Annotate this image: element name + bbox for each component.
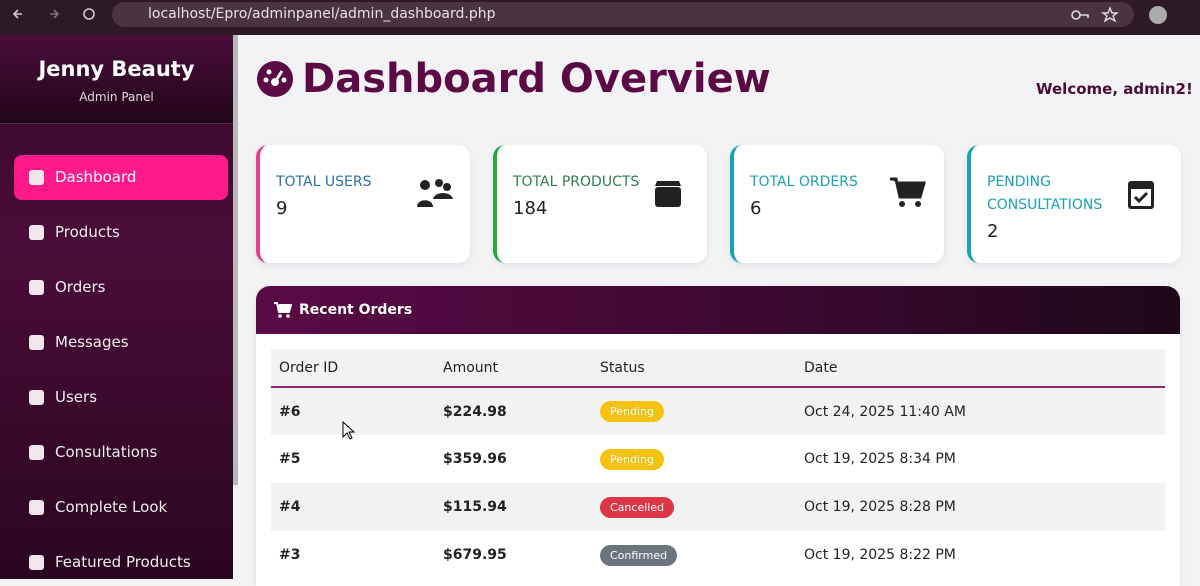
stat-icon [890,177,926,207]
nav-item[interactable]: Products [14,210,228,255]
cell: $679.95 [443,547,507,563]
nav-item[interactable]: Dashboard [14,155,228,200]
page-title: Dashboard Overview [302,56,771,102]
column-header: Amount [435,349,592,388]
url-bar[interactable]: localhost/Epro/adminpanel/admin_dashboar… [112,2,1134,27]
nav-item[interactable]: Orders [14,265,228,310]
cell: Oct 19, 2025 8:22 PM [804,547,956,563]
nav-label: Complete Look [55,498,168,516]
status-cell: Pending [592,387,796,435]
cell: $115.94 [435,483,592,531]
cell: $224.98 [435,387,592,435]
nav-item[interactable]: Consultations [14,430,228,475]
nav-icon [29,445,44,460]
stat-card: TOTAL USERS 9 [256,145,470,263]
status-badge: Pending [600,401,664,422]
stat-label: TOTAL ORDERS [750,174,858,190]
nav-buttons[interactable] [12,6,102,22]
nav-icon [29,335,44,350]
brand-box [0,35,233,124]
cell: Oct 24, 2025 11:40 AM [796,387,1165,435]
status-cell: Pending [592,435,796,483]
nav-label: Messages [55,333,129,351]
cart-icon [274,302,292,318]
card-title: Recent Orders [299,302,413,318]
toolbar-icons[interactable] [1070,5,1190,25]
status-badge: Cancelled [600,496,675,518]
cell: #4 [271,483,435,531]
order-row: #3 $679.95 Confirmed Oct 19, 2025 8:22 PM [271,531,1165,579]
stat-card: PENDING CONSULTATIONS 2 [967,145,1181,263]
status-badge: Pending [600,448,664,470]
stat-label: TOTAL USERS [276,174,372,190]
order-row: #5 $359.96 Pending Oct 19, 2025 8:34 PM [271,435,1165,483]
cell: #5 [279,451,301,467]
stat-value: 6 [750,198,762,219]
nav-item[interactable]: Users [14,375,228,420]
nav-item[interactable]: Messages [14,320,228,365]
stat-icon [417,179,453,207]
stat-value: 9 [276,198,288,219]
header-row: Order ID Amount Status Date [271,349,1165,388]
column-header: Date [796,349,1165,388]
card-header: Recent Orders [256,286,1180,334]
nav-icon [29,280,44,295]
nav-label: Featured Products [55,553,191,571]
title-icon [257,61,293,97]
cell: Oct 19, 2025 8:34 PM [804,451,956,467]
brand[interactable]: Jenny Beauty [38,57,195,81]
stat-icon [1128,181,1154,209]
nav-label: Users [55,388,98,406]
welcome: Welcome, admin2! [1036,80,1193,98]
stat-value: 2 [987,221,999,242]
nav-label: Orders [55,278,106,296]
status-badge: Confirmed [600,544,678,566]
status-cell: Confirmed [592,531,796,579]
stat-icon [655,181,681,207]
nav-label: Dashboard [55,168,137,186]
stat-label: TOTAL PRODUCTS [513,174,640,190]
nav-item[interactable]: Featured Products [14,540,228,585]
status-cell: Cancelled [592,483,796,531]
stat-label: PENDING CONSULTATIONS [987,174,1103,213]
nav-icon [29,500,44,515]
nav-icon [29,390,44,405]
scrollbar[interactable] [233,35,238,485]
nav-label: Consultations [55,443,158,461]
browser-bar: localhost/Epro/adminpanel/admin_dashboar… [0,0,1200,35]
nav-label: Products [55,223,120,241]
stat-value: 184 [513,198,548,219]
cursor [342,421,356,440]
stat-card: TOTAL ORDERS 6 [730,145,944,263]
sidebar: Jenny Beauty Admin Panel Dashboard Produc… [0,35,233,579]
cell: #3 [279,547,301,563]
cell: $359.96 [443,451,507,467]
orders-table: Order ID Amount Status Date #6 $224.98 Pendin… [271,349,1165,579]
stat-card: TOTAL PRODUCTS 184 [493,145,707,263]
order-row: #6 $224.98 Pending Oct 24, 2025 11:40 AM [271,387,1165,435]
nav-icon [29,555,44,570]
cell: #6 [271,387,435,435]
cell: Oct 19, 2025 8:28 PM [796,483,1165,531]
column-header: Status [592,349,796,388]
nav-icon [29,170,44,185]
order-row: #4 $115.94 Cancelled Oct 19, 2025 8:28 PM [271,483,1165,531]
brand-subtitle: Admin Panel [79,90,154,104]
recent-orders-card: Recent Orders Order ID Amount Status Date #… [256,286,1180,586]
column-header: Order ID [271,349,435,388]
nav-icon [29,225,44,240]
nav-item[interactable]: Complete Look [14,485,228,530]
